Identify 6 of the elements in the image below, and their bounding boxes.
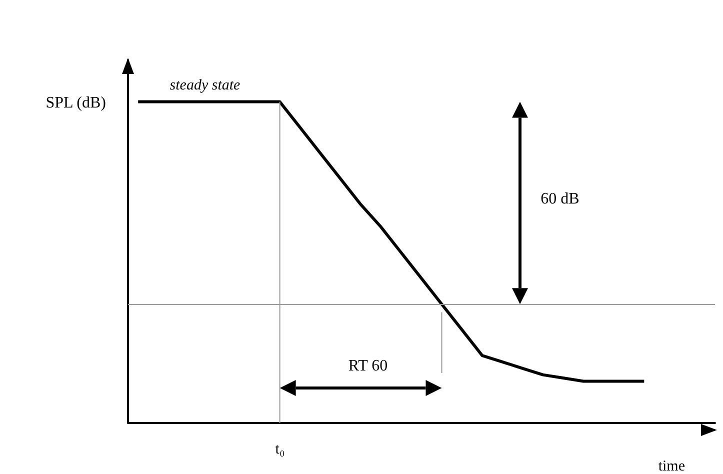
annotation: 60 dB	[540, 190, 580, 208]
text: steady state	[170, 77, 241, 94]
annotation: RT 60	[348, 358, 388, 375]
text: t₀	[275, 441, 285, 458]
x-axis-title: time	[658, 458, 686, 474]
y-axis-title: SPL (dB)	[46, 94, 106, 112]
